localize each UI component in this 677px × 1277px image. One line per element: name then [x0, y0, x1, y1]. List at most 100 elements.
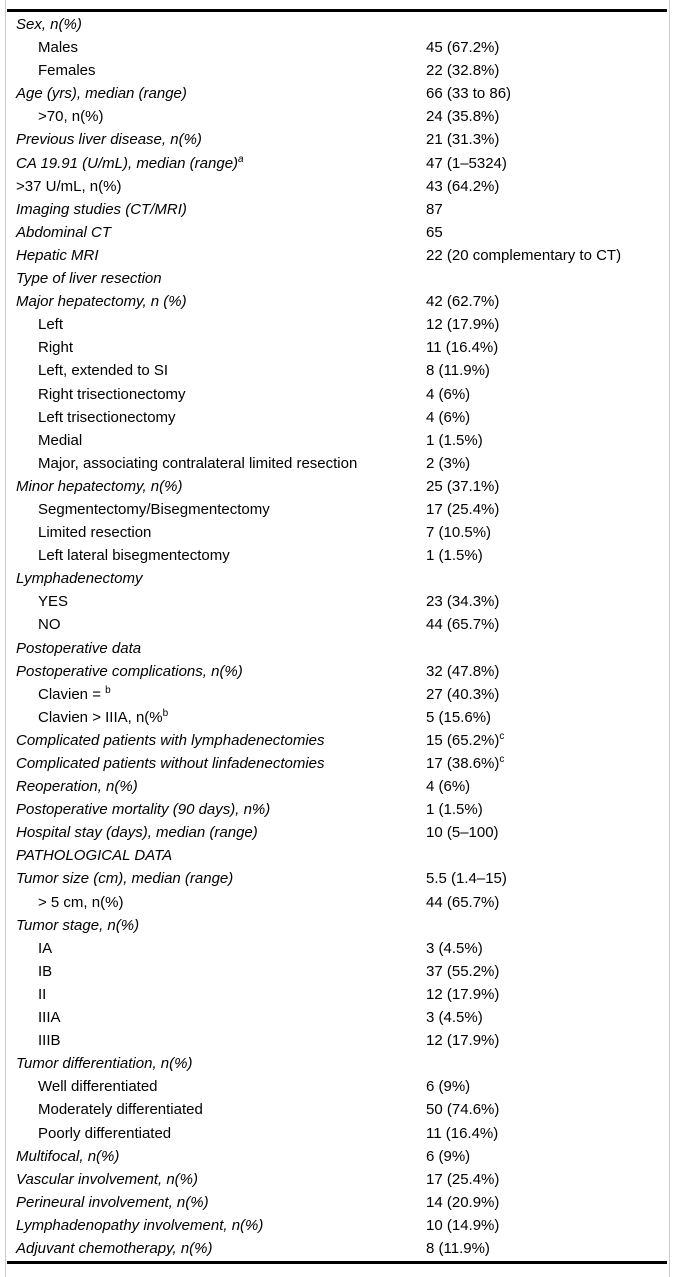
- row-label: Left: [38, 316, 64, 334]
- table-row: Well differentiated 6 (9%): [6, 1075, 669, 1098]
- table-row: Lymphadenopathy involvement, n(%) 10 (14…: [6, 1214, 669, 1237]
- row-label: > 5 cm, n(%): [38, 893, 124, 911]
- table-row: Minor hepatectomy, n(%) 25 (37.1%): [6, 475, 669, 498]
- row-label: Left trisectionectomy: [38, 408, 176, 426]
- row-label: Tumor stage, n(%): [16, 916, 140, 934]
- row-label: IIIB: [38, 1032, 61, 1050]
- table-row: Major hepatectomy, n (%) 42 (62.7%): [6, 290, 669, 313]
- row-label: Major, associating contralateral limited…: [38, 454, 358, 472]
- table-row: IA 3 (4.5%): [6, 937, 669, 960]
- table-row: Type of liver resection: [6, 267, 669, 290]
- row-value: 27 (40.3%): [426, 685, 500, 703]
- row-value: 5.5 (1.4–15): [426, 870, 507, 888]
- row-value: 6 (9%): [426, 1147, 471, 1165]
- row-value: 2 (3%): [426, 454, 471, 472]
- row-value: 25 (37.1%): [426, 477, 500, 495]
- row-label: Left lateral bisegmentectomy: [38, 547, 230, 565]
- row-value: 11 (16.4%): [426, 1124, 499, 1142]
- table-row: Right 11 (16.4%): [6, 336, 669, 359]
- row-value: 42 (62.7%): [426, 293, 500, 311]
- row-value: 1 (1.5%): [426, 547, 483, 565]
- table-bottom-rule: [7, 1261, 667, 1264]
- row-label: Moderately differentiated: [38, 1101, 203, 1119]
- row-value: 1 (1.5%): [426, 801, 483, 819]
- row-value: 8 (11.9%): [426, 362, 490, 380]
- row-label: Multifocal, n(%): [16, 1147, 120, 1165]
- row-label: Lymphadenopathy involvement, n(%): [16, 1216, 264, 1234]
- row-value: 1 (1.5%): [426, 431, 483, 449]
- row-value: 44 (65.7%): [426, 616, 500, 634]
- table-row: Moderately differentiated 50 (74.6%): [6, 1098, 669, 1121]
- row-label: Right trisectionectomy: [38, 385, 186, 403]
- table-row: II 12 (17.9%): [6, 983, 669, 1006]
- table-top-rule: [7, 9, 667, 12]
- table-row: Adjuvant chemotherapy, n(%) 8 (11.9%): [6, 1237, 669, 1260]
- row-label: IA: [38, 939, 53, 957]
- row-label: Adjuvant chemotherapy, n(%): [16, 1239, 213, 1257]
- row-label: YES: [38, 593, 69, 611]
- row-label: >37 U/mL, n(%): [16, 177, 122, 195]
- row-label-superscript: b: [162, 707, 169, 719]
- table-row: Tumor differentiation, n(%): [6, 1052, 669, 1075]
- row-value: 17 (25.4%): [426, 500, 500, 518]
- row-label: Segmentectomy/Bisegmentectomy: [38, 500, 270, 518]
- table-frame: Sex, n(%) Males 45 (67.2%) Females 22 (3…: [5, 0, 670, 1277]
- row-value: 10 (14.9%): [426, 1216, 500, 1234]
- row-value: 32 (47.8%): [426, 662, 500, 680]
- table-row: Limited resection 7 (10.5%): [6, 521, 669, 544]
- row-label: PATHOLOGICAL DATA: [16, 847, 173, 865]
- row-value: 87: [426, 200, 443, 218]
- row-value: 45 (67.2%): [426, 39, 500, 57]
- table-row: >37 U/mL, n(%) 43 (64.2%): [6, 175, 669, 198]
- row-value: 12 (17.9%): [426, 316, 500, 334]
- row-value: 17 (38.6%)c: [426, 754, 505, 773]
- table-row: Multifocal, n(%) 6 (9%): [6, 1145, 669, 1168]
- row-value: 66 (33 to 86): [426, 85, 512, 103]
- row-label: Right: [38, 339, 74, 357]
- table-row: Complicated patients without linfadenect…: [6, 752, 669, 775]
- table-row: Imaging studies (CT/MRI) 87: [6, 198, 669, 221]
- row-label: Lymphadenectomy: [16, 570, 143, 588]
- row-value-superscript: c: [499, 730, 505, 742]
- row-value: 50 (74.6%): [426, 1101, 500, 1119]
- row-label: Tumor differentiation, n(%): [16, 1055, 193, 1073]
- row-value: 11 (16.4%): [426, 339, 499, 357]
- table-row: Lymphadenectomy: [6, 567, 669, 590]
- row-label-superscript: a: [238, 153, 244, 165]
- row-label: Type of liver resection: [16, 270, 162, 288]
- row-value: 3 (4.5%): [426, 939, 483, 957]
- table-row: Segmentectomy/Bisegmentectomy 17 (25.4%): [6, 498, 669, 521]
- row-value: 4 (6%): [426, 408, 471, 426]
- row-label: Clavien = b: [38, 684, 111, 703]
- row-label: Females: [38, 62, 96, 80]
- table-row: Females 22 (32.8%): [6, 59, 669, 82]
- row-label: NO: [38, 616, 61, 634]
- table-row: Previous liver disease, n(%) 21 (31.3%): [6, 128, 669, 151]
- row-value: 7 (10.5%): [426, 524, 492, 542]
- row-label: Sex, n(%): [16, 16, 82, 33]
- table-row: Left trisectionectomy 4 (6%): [6, 406, 669, 429]
- table-row: NO 44 (65.7%): [6, 613, 669, 636]
- row-label: Imaging studies (CT/MRI): [16, 200, 187, 218]
- row-value: 65: [426, 223, 443, 241]
- row-label: Age (yrs), median (range): [16, 85, 187, 103]
- row-value: 24 (35.8%): [426, 108, 500, 126]
- row-label: Males: [38, 39, 79, 57]
- row-value: 47 (1–5324): [426, 154, 507, 172]
- table-row: Sex, n(%): [6, 13, 669, 36]
- table-row: YES 23 (34.3%): [6, 590, 669, 613]
- row-value: 15 (65.2%)c: [426, 730, 505, 749]
- row-value: 21 (31.3%): [426, 131, 500, 149]
- table-row: Males 45 (67.2%): [6, 36, 669, 59]
- table-row: >70, n(%) 24 (35.8%): [6, 105, 669, 128]
- row-value: 12 (17.9%): [426, 1032, 500, 1050]
- row-label: Minor hepatectomy, n(%): [16, 477, 183, 495]
- table-row: Tumor size (cm), median (range) 5.5 (1.4…: [6, 867, 669, 890]
- row-value: 37 (55.2%): [426, 962, 500, 980]
- row-value: 23 (34.3%): [426, 593, 500, 611]
- row-label: Perineural involvement, n(%): [16, 1193, 209, 1211]
- table-row: Right trisectionectomy 4 (6%): [6, 383, 669, 406]
- row-value: 22 (32.8%): [426, 62, 500, 80]
- row-label: Tumor size (cm), median (range): [16, 870, 234, 888]
- table-row: Age (yrs), median (range) 66 (33 to 86): [6, 82, 669, 105]
